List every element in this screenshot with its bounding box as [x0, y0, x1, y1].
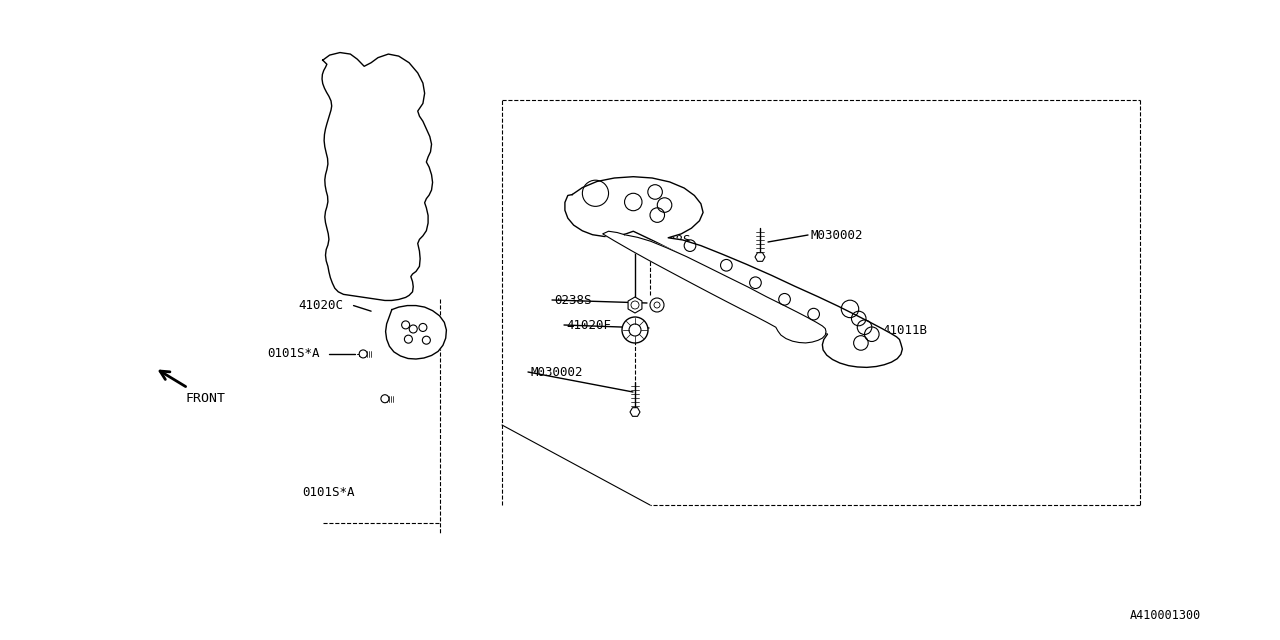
Circle shape	[381, 395, 389, 403]
Text: 0238S: 0238S	[554, 294, 591, 307]
Circle shape	[360, 350, 367, 358]
Polygon shape	[628, 297, 643, 313]
Circle shape	[622, 317, 648, 343]
Text: M030002: M030002	[810, 228, 863, 241]
Polygon shape	[755, 253, 765, 261]
Circle shape	[631, 301, 639, 309]
Polygon shape	[603, 231, 826, 343]
Polygon shape	[564, 177, 902, 367]
Text: 0101S*A: 0101S*A	[268, 348, 320, 360]
Text: 41011B: 41011B	[882, 323, 927, 337]
Polygon shape	[385, 305, 447, 359]
Text: FRONT: FRONT	[186, 392, 225, 405]
Text: M030002: M030002	[530, 365, 582, 378]
Text: 0101S*A: 0101S*A	[302, 486, 355, 499]
Text: 41020F: 41020F	[566, 319, 611, 332]
Text: A410001300: A410001300	[1130, 609, 1201, 622]
Text: 0238S: 0238S	[653, 234, 690, 246]
Circle shape	[628, 324, 641, 336]
Polygon shape	[630, 408, 640, 417]
Text: 41020C: 41020C	[298, 299, 343, 312]
